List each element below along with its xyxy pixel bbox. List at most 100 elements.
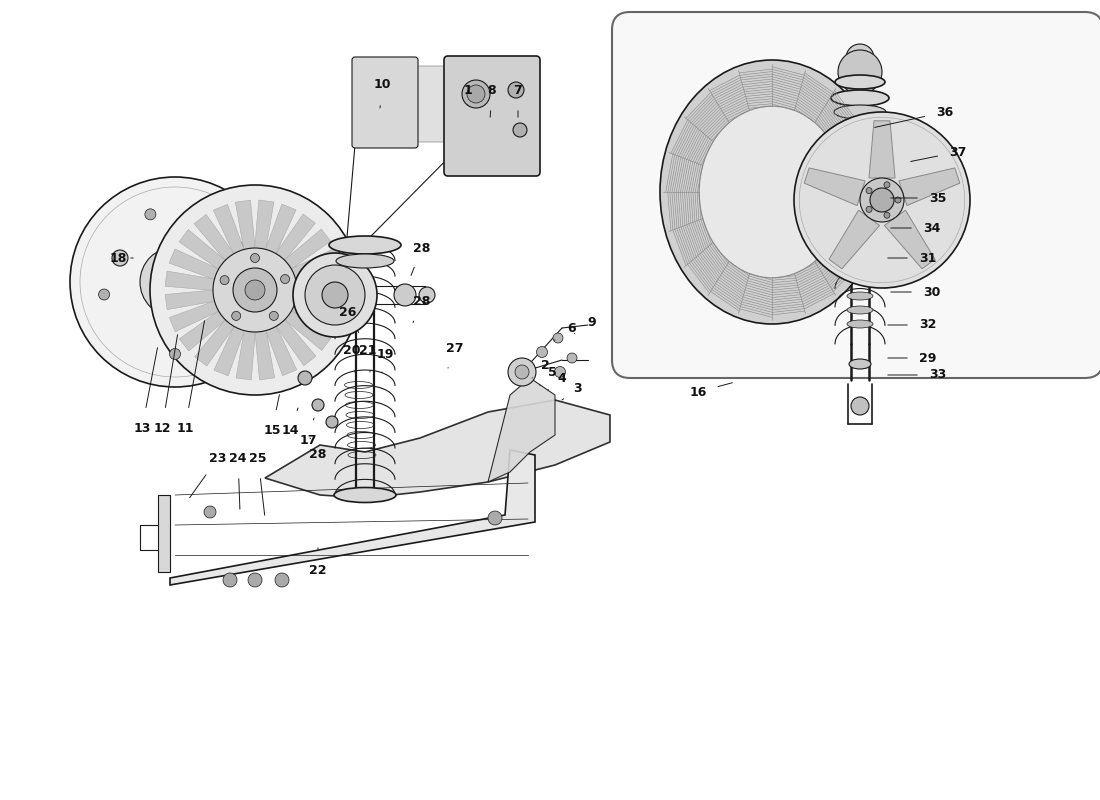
Text: 30: 30 [923, 286, 940, 298]
Text: 23: 23 [209, 451, 227, 465]
Polygon shape [165, 271, 214, 290]
Ellipse shape [847, 306, 873, 314]
Circle shape [851, 397, 869, 415]
Text: 13: 13 [133, 422, 151, 434]
Polygon shape [165, 290, 214, 310]
Polygon shape [829, 210, 880, 269]
Circle shape [553, 333, 563, 343]
Circle shape [554, 366, 565, 378]
Polygon shape [169, 301, 219, 332]
Ellipse shape [700, 106, 845, 278]
Text: 1: 1 [463, 83, 472, 97]
Text: 4: 4 [558, 371, 566, 385]
Polygon shape [296, 290, 345, 309]
Circle shape [566, 353, 578, 363]
Ellipse shape [847, 292, 873, 300]
Polygon shape [276, 214, 316, 260]
Circle shape [419, 287, 435, 303]
Ellipse shape [830, 90, 889, 106]
Polygon shape [296, 270, 345, 290]
Polygon shape [292, 301, 341, 331]
Circle shape [305, 265, 365, 325]
Text: 37: 37 [949, 146, 967, 158]
Text: 28: 28 [309, 449, 327, 462]
Text: 33: 33 [930, 369, 947, 382]
Polygon shape [869, 121, 895, 178]
FancyBboxPatch shape [444, 56, 540, 176]
Circle shape [326, 416, 338, 428]
Circle shape [895, 197, 901, 203]
Polygon shape [285, 229, 331, 269]
Circle shape [508, 358, 536, 386]
Text: 15: 15 [263, 423, 280, 437]
Polygon shape [170, 450, 535, 585]
Circle shape [537, 346, 548, 358]
Text: 24: 24 [229, 451, 246, 465]
Polygon shape [195, 320, 234, 366]
Circle shape [233, 268, 277, 312]
Polygon shape [285, 310, 331, 350]
Circle shape [232, 241, 243, 251]
Polygon shape [213, 204, 244, 254]
FancyBboxPatch shape [612, 12, 1100, 378]
Polygon shape [804, 168, 865, 206]
Text: 34: 34 [923, 222, 940, 234]
Polygon shape [255, 330, 275, 380]
Text: 21: 21 [360, 343, 376, 357]
Polygon shape [265, 400, 610, 498]
Text: 36: 36 [936, 106, 954, 118]
Circle shape [169, 349, 180, 359]
Ellipse shape [468, 85, 485, 103]
Ellipse shape [329, 236, 402, 254]
Ellipse shape [334, 487, 396, 502]
Text: 8: 8 [487, 83, 496, 97]
Polygon shape [236, 330, 255, 380]
Circle shape [213, 248, 297, 332]
Text: 28: 28 [414, 242, 431, 254]
Circle shape [513, 123, 527, 137]
Polygon shape [158, 495, 170, 572]
Circle shape [140, 247, 210, 317]
Circle shape [280, 274, 289, 283]
Text: 22: 22 [309, 563, 327, 577]
Polygon shape [169, 249, 219, 279]
Circle shape [220, 276, 229, 285]
Text: 31: 31 [920, 251, 937, 265]
Polygon shape [276, 319, 316, 366]
Polygon shape [235, 200, 255, 250]
Ellipse shape [847, 320, 873, 328]
Circle shape [312, 399, 324, 411]
Circle shape [223, 573, 236, 587]
Ellipse shape [660, 60, 884, 324]
Text: 35: 35 [930, 191, 947, 205]
Ellipse shape [462, 80, 490, 108]
Text: 32: 32 [920, 318, 937, 331]
Ellipse shape [849, 359, 871, 369]
Text: 17: 17 [299, 434, 317, 446]
Circle shape [846, 44, 874, 72]
Circle shape [270, 311, 278, 320]
Circle shape [293, 253, 377, 337]
Circle shape [275, 573, 289, 587]
Text: 7: 7 [514, 83, 522, 97]
Polygon shape [488, 378, 556, 482]
Circle shape [860, 178, 904, 222]
Text: 20: 20 [343, 343, 361, 357]
Text: 18: 18 [109, 251, 126, 265]
Circle shape [870, 188, 894, 212]
Text: 19: 19 [376, 349, 394, 362]
Text: 2: 2 [540, 358, 549, 371]
Text: 6: 6 [568, 322, 576, 334]
FancyBboxPatch shape [352, 57, 418, 148]
Circle shape [245, 280, 265, 300]
Circle shape [866, 206, 872, 213]
Text: 9: 9 [587, 315, 596, 329]
Polygon shape [265, 204, 296, 254]
Circle shape [204, 506, 216, 518]
Text: 11: 11 [176, 422, 194, 434]
Text: 3: 3 [574, 382, 582, 394]
Polygon shape [292, 248, 341, 279]
Circle shape [155, 262, 195, 302]
Polygon shape [179, 230, 226, 270]
Circle shape [99, 289, 110, 300]
